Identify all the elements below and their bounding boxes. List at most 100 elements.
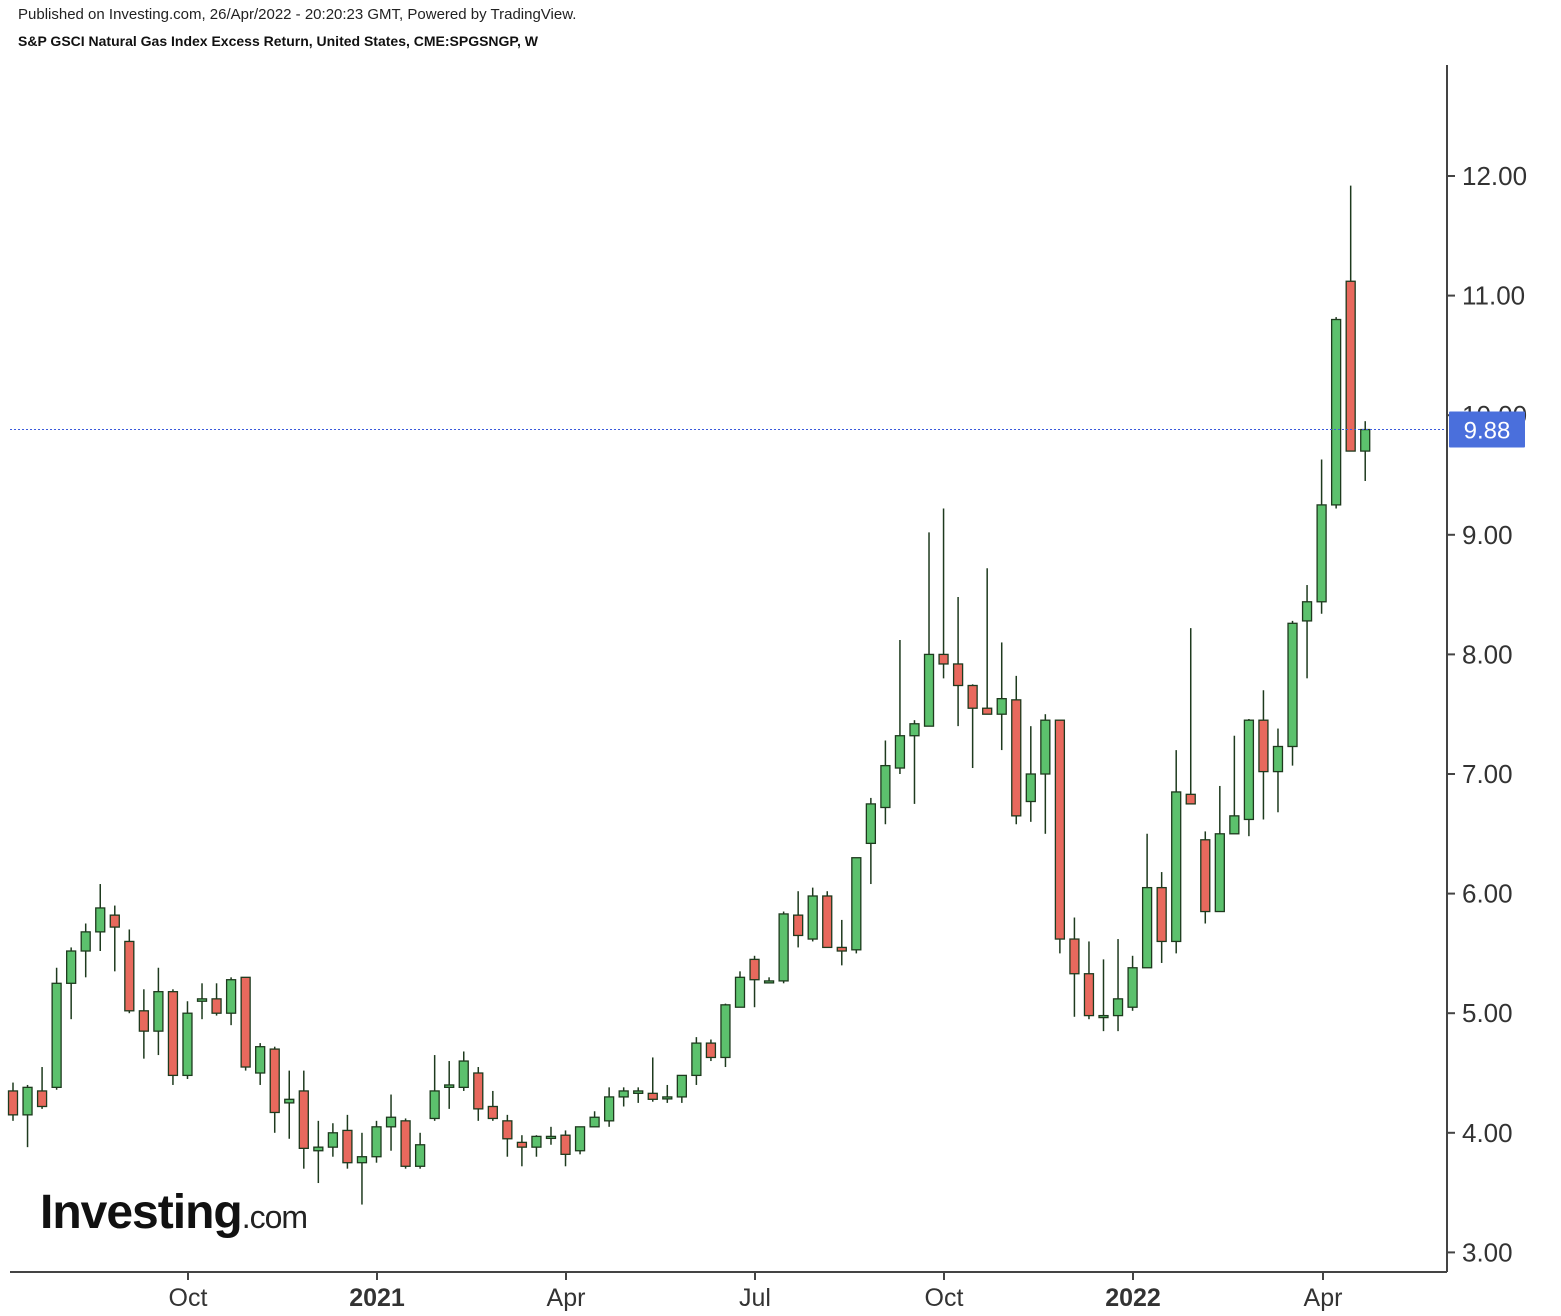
x-tick-label: 2021 bbox=[349, 1284, 405, 1312]
candle bbox=[952, 596, 964, 727]
candle bbox=[1185, 628, 1196, 805]
candle-body-down bbox=[400, 1120, 411, 1167]
candle-body-up bbox=[1112, 998, 1124, 1017]
candle-body-up bbox=[865, 803, 877, 845]
candle bbox=[502, 1114, 513, 1157]
chart-header: Published on Investing.com, 26/Apr/2022 … bbox=[18, 4, 1438, 52]
candle-body-up bbox=[778, 913, 789, 982]
candle bbox=[444, 1061, 455, 1109]
candle bbox=[269, 1046, 280, 1133]
candle bbox=[749, 955, 760, 1008]
candle bbox=[1243, 718, 1255, 837]
candle-body-up bbox=[51, 982, 62, 1089]
candle bbox=[124, 929, 135, 1014]
candle-body-down bbox=[1011, 699, 1022, 817]
candle bbox=[211, 983, 222, 1016]
candle bbox=[66, 947, 77, 1020]
candle bbox=[618, 1087, 629, 1107]
candle bbox=[720, 1003, 731, 1068]
candle-body-down bbox=[240, 976, 251, 1068]
candle bbox=[676, 1074, 687, 1103]
candle bbox=[356, 1132, 368, 1205]
candle bbox=[1330, 317, 1342, 509]
candle bbox=[1112, 939, 1124, 1032]
y-tick-label: 8.00 bbox=[1462, 639, 1513, 669]
candle bbox=[734, 971, 746, 1008]
candle-body-down bbox=[938, 653, 949, 665]
candle bbox=[473, 1067, 484, 1121]
x-tick-label: Apr bbox=[1304, 1284, 1343, 1312]
candle bbox=[240, 976, 251, 1071]
candle-body-up bbox=[1141, 886, 1153, 969]
candle bbox=[1200, 831, 1211, 924]
candle-body-up bbox=[603, 1096, 615, 1122]
y-ticks-layer: 3.004.005.006.007.008.009.0010.0011.0012… bbox=[1447, 161, 1527, 1267]
candle bbox=[778, 911, 789, 984]
candle-body-down bbox=[836, 946, 847, 952]
candle-body-down bbox=[1345, 280, 1356, 452]
candles-layer bbox=[7, 185, 1371, 1205]
candle bbox=[1316, 459, 1327, 614]
candle bbox=[763, 977, 775, 984]
candle-body-up bbox=[414, 1144, 426, 1167]
candle bbox=[1011, 675, 1022, 825]
candle-body-up bbox=[807, 895, 818, 940]
last-price-box bbox=[1449, 411, 1525, 448]
candle bbox=[1229, 735, 1240, 835]
candle-body-up bbox=[880, 764, 891, 809]
candle bbox=[1171, 750, 1182, 954]
candle-body-up bbox=[531, 1135, 542, 1148]
candle-body-down bbox=[793, 914, 804, 937]
candle-body-up bbox=[923, 653, 935, 727]
candle bbox=[385, 1094, 397, 1151]
candle bbox=[225, 977, 237, 1026]
investing-logo: Investing.com bbox=[40, 1186, 308, 1239]
candle-body-up bbox=[1330, 318, 1342, 506]
candle bbox=[371, 1120, 382, 1163]
candle-body-down bbox=[36, 1090, 48, 1108]
candle bbox=[298, 1070, 309, 1169]
candle-body-down bbox=[1156, 886, 1167, 943]
candle-body-up bbox=[225, 979, 237, 1014]
candle bbox=[327, 1123, 339, 1157]
candle bbox=[167, 989, 179, 1085]
logo-suffix: .com bbox=[242, 1199, 307, 1235]
candle bbox=[880, 740, 891, 825]
y-tick-label: 6.00 bbox=[1462, 879, 1513, 909]
candle-body-up bbox=[371, 1126, 382, 1158]
candle-body-up bbox=[1316, 504, 1327, 603]
candle-body-down bbox=[982, 707, 993, 715]
candle-body-up bbox=[894, 735, 906, 769]
candle-body-down bbox=[516, 1141, 528, 1148]
candle-body-down bbox=[952, 663, 964, 687]
candle-body-up bbox=[1171, 791, 1182, 943]
candle bbox=[1127, 955, 1138, 1011]
candle-body-down bbox=[1054, 719, 1066, 940]
candle bbox=[1083, 941, 1095, 1020]
candle bbox=[691, 1037, 702, 1085]
candle-body-down bbox=[124, 940, 135, 1012]
candle bbox=[458, 1051, 469, 1091]
x-tick-label: Apr bbox=[547, 1284, 586, 1312]
candle bbox=[1301, 585, 1313, 679]
candle-body-up bbox=[720, 1004, 731, 1059]
candle bbox=[284, 1070, 295, 1139]
candle-body-up bbox=[95, 907, 106, 933]
candle-body-down bbox=[211, 998, 222, 1014]
candle bbox=[851, 857, 862, 954]
candle-body-up bbox=[763, 980, 775, 984]
candle bbox=[22, 1084, 33, 1148]
candle bbox=[1258, 690, 1269, 820]
candle-body-down bbox=[560, 1134, 571, 1155]
candle bbox=[560, 1130, 571, 1167]
candle-body-up bbox=[996, 698, 1007, 715]
candle-body-down bbox=[342, 1129, 353, 1164]
candle bbox=[1272, 728, 1284, 813]
candle bbox=[1054, 719, 1066, 954]
candle-body-up bbox=[458, 1060, 469, 1089]
candle bbox=[647, 1057, 658, 1102]
candle-body-up bbox=[1287, 622, 1298, 748]
y-tick-label: 7.00 bbox=[1462, 759, 1513, 789]
candle-body-up bbox=[734, 976, 746, 1008]
candle-body-up bbox=[1301, 601, 1313, 622]
